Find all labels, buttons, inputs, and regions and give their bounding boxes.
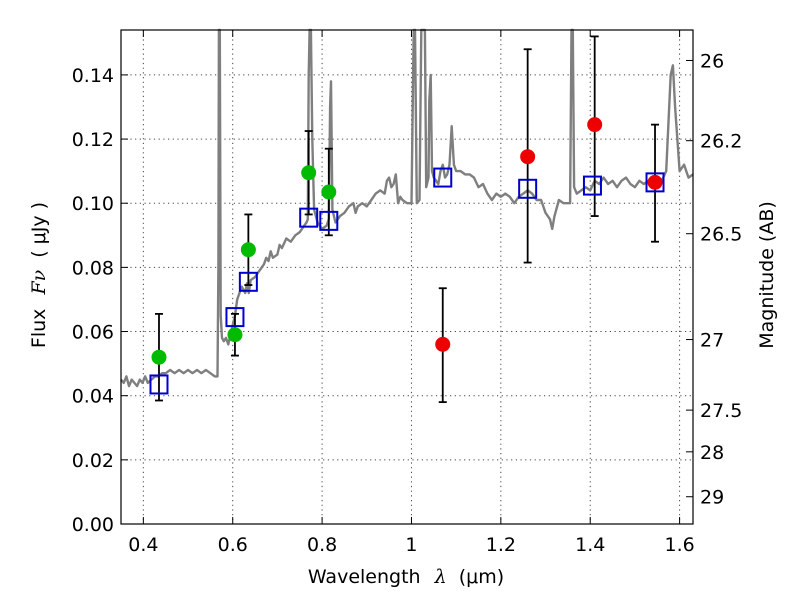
model-square bbox=[433, 167, 453, 188]
green-data-point bbox=[321, 184, 337, 200]
x-axis-title: Wavelength λ (μm) bbox=[308, 566, 504, 588]
y-tick-label: 0.06 bbox=[72, 322, 114, 344]
green-data-point bbox=[151, 349, 167, 365]
model-square bbox=[518, 178, 538, 199]
green-data-point bbox=[240, 242, 256, 258]
red-data-point bbox=[435, 336, 451, 352]
model-square bbox=[645, 172, 665, 193]
x-axis-title-unit: (μm) bbox=[459, 566, 504, 588]
model-square bbox=[319, 210, 339, 231]
model-photometry bbox=[149, 167, 665, 395]
y2-tick-label: 28 bbox=[700, 442, 724, 464]
y-tick-label: 0.02 bbox=[72, 450, 114, 472]
y-tick-label: 0.04 bbox=[72, 386, 114, 408]
y2-tick-label: 26.2 bbox=[700, 131, 742, 153]
green-data-point bbox=[227, 327, 243, 343]
plot-frame bbox=[120, 29, 694, 525]
x-tick-label: 1.4 bbox=[575, 534, 605, 556]
observed-photometry bbox=[151, 117, 663, 365]
x-tick-label: 0.6 bbox=[218, 534, 248, 556]
model-square bbox=[238, 271, 258, 292]
red-data-point bbox=[520, 149, 536, 165]
y-axis-title-unit: ( μJy ) bbox=[28, 202, 50, 258]
template-spectrum-line bbox=[120, 28, 694, 388]
y2-tick-label: 27 bbox=[700, 330, 724, 352]
y-tick-label: 0.10 bbox=[72, 193, 114, 215]
red-data-point bbox=[647, 174, 663, 190]
y-tick-label: 0.12 bbox=[72, 129, 114, 151]
model-square bbox=[299, 207, 319, 228]
grid-lines bbox=[121, 30, 693, 524]
x-tick-label: 0.8 bbox=[307, 534, 337, 556]
y2-tick-label: 26.5 bbox=[700, 224, 742, 246]
x-axis-title-prefix: Wavelength bbox=[308, 566, 421, 588]
x-tick-label: 0.4 bbox=[128, 534, 158, 556]
axis-ticks bbox=[121, 30, 693, 525]
template-spectrum bbox=[120, 28, 694, 388]
y-axis-title: Flux Fν ( μJy ) bbox=[28, 202, 50, 348]
y-tick-label: 0.08 bbox=[72, 257, 114, 279]
red-data-point bbox=[587, 117, 603, 133]
x-axis-title-symbol: λ bbox=[434, 566, 447, 588]
y-tick-label: 0.14 bbox=[72, 65, 114, 87]
y2-tick-label: 29 bbox=[700, 487, 724, 509]
model-square bbox=[582, 175, 602, 196]
y2-tick-label: 27.5 bbox=[700, 400, 742, 422]
model-square bbox=[225, 307, 245, 328]
tick-labels: 0.4 0.6 0.8 1 1.2 1.4 1.6 0.00 0.02 0.04 0.06 0.08 0… bbox=[72, 50, 743, 556]
x-tick-label: 1.2 bbox=[486, 534, 516, 556]
y-axis-title-prefix: Flux bbox=[28, 309, 50, 349]
y-tick-label: 0.00 bbox=[72, 514, 114, 536]
y-axis-title-symbol: Fν bbox=[28, 269, 50, 295]
green-data-point bbox=[301, 165, 317, 181]
error-bars bbox=[154, 35, 660, 404]
model-square bbox=[149, 374, 169, 395]
x-tick-label: 1 bbox=[405, 534, 417, 556]
y2-axis-title: Magnitude (AB) bbox=[756, 201, 778, 349]
x-tick-label: 1.6 bbox=[664, 534, 694, 556]
y2-tick-label: 26 bbox=[700, 50, 724, 72]
